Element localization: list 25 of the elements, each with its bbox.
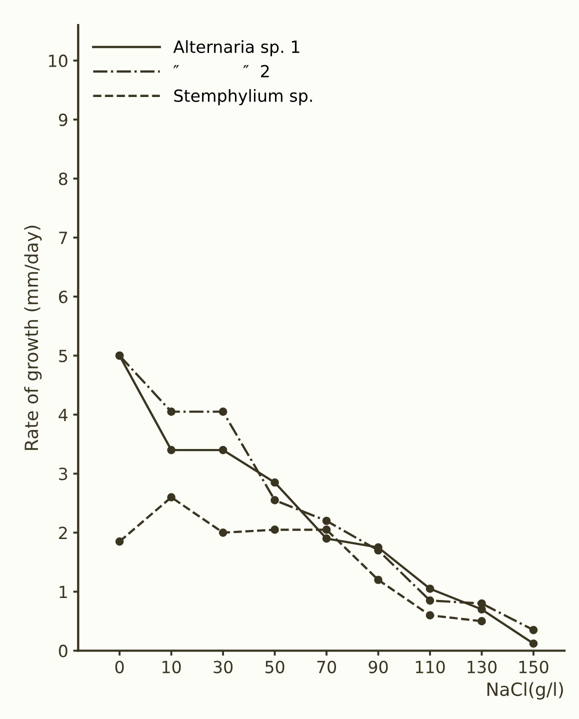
y-tick-label: 10	[49, 54, 68, 68]
x-tick-label: 110	[416, 660, 445, 674]
y-tick-label: 1	[60, 586, 67, 598]
x-tick-label: 70	[317, 660, 336, 674]
y-tick-label: 6	[59, 290, 68, 304]
x-tick-label: 130	[468, 660, 497, 674]
y-tick-label: 2	[59, 526, 67, 540]
y-tick-label: 3	[59, 468, 68, 480]
y-axis-title: Rate of growth (mm/day)	[24, 226, 42, 450]
legend-label: Alternaria sp. 1	[173, 40, 300, 56]
y-tick-label: 9	[58, 114, 68, 126]
x-axis-title: NaCl(g/l)	[487, 682, 563, 700]
x-tick-label: 10	[162, 660, 181, 674]
y-tick-label: 7	[59, 232, 68, 244]
x-tick-label: 150	[519, 660, 548, 674]
x-tick-label: 30	[214, 660, 233, 674]
y-tick-label: 8	[58, 172, 68, 186]
x-tick-label: 0	[115, 660, 124, 674]
x-tick-label: 90	[368, 660, 388, 674]
legend-label: ″ ″ 2	[173, 64, 269, 78]
x-tick-label: 50	[265, 660, 284, 674]
legend-label: Stemphylium sp.	[174, 89, 312, 106]
y-tick-label: 5	[59, 350, 67, 362]
y-tick-label: 0	[58, 644, 68, 658]
y-tick-label: 4	[58, 408, 68, 421]
